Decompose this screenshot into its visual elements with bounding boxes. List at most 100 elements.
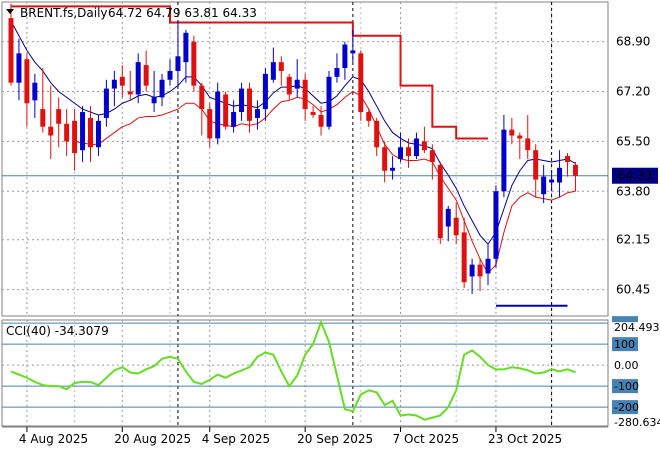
candle-body <box>445 208 451 227</box>
candle-body <box>231 112 237 127</box>
candle-body <box>135 62 141 95</box>
candle-body <box>151 97 157 104</box>
candle-body <box>374 120 380 148</box>
candle-body <box>437 164 443 239</box>
candle-body <box>310 112 316 115</box>
header: BRENT.fs,Daily 64.72 64.79 63.81 64.33 <box>6 6 257 20</box>
candle-body <box>247 88 252 121</box>
candles <box>8 3 578 294</box>
cci-panel-frame <box>1 319 609 427</box>
price-badge <box>612 167 658 184</box>
x-tick-label: 23 Oct 2025 <box>488 432 562 446</box>
price-label-badge: 64.33 <box>612 167 658 184</box>
candle-body <box>95 120 101 148</box>
cci-panel: 204.493 100 0.00 -100 -200 -280.634 CCI(40) -… <box>1 316 660 429</box>
candle-body <box>183 32 189 63</box>
collapse-triangle-icon[interactable] <box>6 9 14 14</box>
candle-body <box>40 109 46 127</box>
price-panel: 68.90 67.20 65.50 63.80 62.15 60.45 BRENT.fs,… <box>1 1 658 317</box>
candle-body <box>278 62 284 71</box>
candle-body <box>24 59 30 104</box>
candle-body <box>215 91 221 139</box>
candle-body <box>48 126 54 136</box>
ohlc-label: 64.72 64.79 63.81 64.33 <box>108 6 257 20</box>
candle-body <box>525 138 531 151</box>
x-tick-label: 20 Sep 2025 <box>297 432 373 446</box>
candle-body <box>191 41 197 86</box>
candle-body <box>56 109 62 124</box>
cci-title: CCI(40) -34.3079 <box>6 324 109 338</box>
cci-level-badge <box>612 400 638 415</box>
candle-body <box>32 82 38 101</box>
price-tick-label: 60.45 <box>616 283 650 297</box>
candle-body <box>557 167 563 183</box>
price-tick-label: 65.50 <box>616 134 650 148</box>
candle-body <box>501 129 507 192</box>
price-badge-text: 64.33 <box>618 169 652 183</box>
candle-body <box>159 79 165 98</box>
candle-body <box>119 76 125 86</box>
candle-body <box>517 135 523 139</box>
cci-tick-label: -200 <box>614 401 639 414</box>
stop-line-path <box>11 5 488 140</box>
candle-body <box>406 147 411 157</box>
candle-body <box>485 258 491 274</box>
candle-body <box>111 79 117 89</box>
candle-body <box>453 217 459 236</box>
candle-body <box>533 150 539 180</box>
candle-body <box>382 147 388 171</box>
period-separators <box>177 2 553 316</box>
candle-body <box>469 264 475 277</box>
candle-body <box>318 114 324 127</box>
cci-line <box>10 319 576 421</box>
candle-body <box>302 79 308 110</box>
candle-body <box>342 44 348 69</box>
x-tick-label: 7 Oct 2025 <box>393 432 460 446</box>
candle-body <box>541 176 547 195</box>
candle-body <box>270 62 276 80</box>
candle-body <box>88 117 93 148</box>
cci-tick-label: 0.00 <box>614 359 639 372</box>
candle-body <box>477 264 483 277</box>
candle-body <box>549 179 555 183</box>
candle-body <box>294 79 300 89</box>
candle-body <box>358 53 364 113</box>
candle-body <box>254 109 260 118</box>
candle-body <box>429 150 435 162</box>
candle-body <box>72 120 78 154</box>
cci-axis-labels: 204.493 100 0.00 -100 -200 -280.634 <box>612 316 660 429</box>
cci-level-badge <box>612 337 638 352</box>
cci-tick-label: -100 <box>614 380 639 393</box>
x-tick-label: 4 Sep 2025 <box>202 432 270 446</box>
candle-body <box>199 85 205 110</box>
candle-body <box>493 191 499 259</box>
cci-tick-label: -280.634 <box>614 416 660 429</box>
candle-body <box>509 129 515 136</box>
x-tick-label: 20 Aug 2025 <box>114 432 191 446</box>
cci-level-badge <box>612 379 638 394</box>
candle-body <box>239 88 245 113</box>
candle-body <box>127 91 133 95</box>
price-tick-label: 63.80 <box>616 184 650 198</box>
stop-line <box>11 5 488 140</box>
candle-body <box>16 53 22 83</box>
candle-body <box>262 73 268 110</box>
candle-body <box>64 123 70 142</box>
slow-ma-line <box>74 90 576 275</box>
candle-body <box>572 164 578 176</box>
candle-body <box>143 65 149 86</box>
candle-body <box>80 112 86 151</box>
candle-body <box>565 156 570 162</box>
candle-body <box>421 141 427 151</box>
candle-body <box>175 56 181 71</box>
price-tick-label: 68.90 <box>616 35 650 49</box>
x-axis: 4 Aug 2025 20 Aug 2025 4 Sep 2025 20 Sep 20… <box>2 426 608 446</box>
candle-body <box>103 88 109 118</box>
price-tick-label: 62.15 <box>616 233 650 247</box>
candle-body <box>8 18 14 83</box>
cci-level-lines <box>2 322 608 408</box>
cci-level-badge <box>612 316 638 323</box>
x-tick-label: 4 Aug 2025 <box>19 432 88 446</box>
candle-body <box>334 68 340 77</box>
